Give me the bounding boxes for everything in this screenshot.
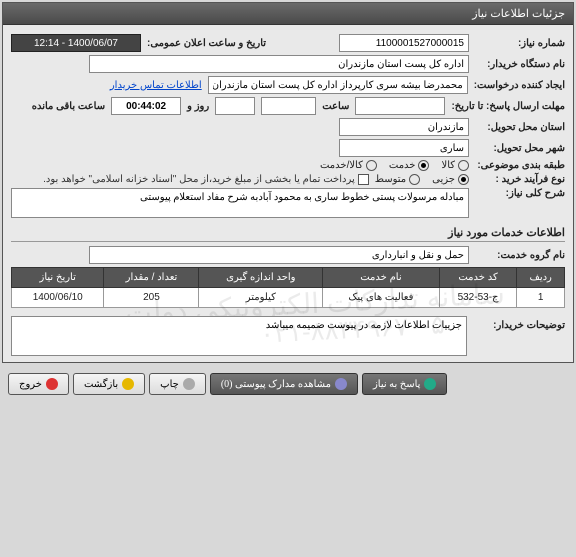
td-code: ج-53-532 (439, 288, 517, 308)
attachment-icon (335, 378, 347, 390)
subject-both-label: کالا/خدمت (320, 160, 363, 171)
th-qty: تعداد / مقدار (104, 268, 199, 288)
day-label: روز و (187, 101, 209, 112)
group-name-field (89, 246, 469, 264)
buyer-notes-label: توضیحات خریدار: (475, 316, 565, 331)
radio-icon (366, 160, 377, 171)
exit-button[interactable]: خروج (8, 373, 69, 395)
row-city: شهر محل تحویل: (11, 139, 565, 157)
row-deadline: مهلت ارسال پاسخ: تا تاریخ: ساعت روز و سا… (11, 97, 565, 115)
subject-kala-option[interactable]: کالا (441, 160, 469, 171)
creator-field (208, 76, 468, 94)
city-label: شهر محل تحویل: (475, 143, 565, 154)
row-subject-type: طبقه بندی موضوعی: کالا خدمت کالا/خدمت (11, 160, 565, 171)
td-unit: کیلومتر (199, 288, 323, 308)
deadline-date-field (355, 97, 445, 115)
th-name: نام خدمت (323, 268, 440, 288)
services-title: اطلاعات خدمات مورد نیاز (11, 226, 565, 242)
checkbox-icon (358, 174, 369, 185)
buy-type-mid-option[interactable]: متوسط (375, 174, 420, 185)
deadline-time-field (261, 97, 316, 115)
radio-icon (418, 160, 429, 171)
td-qty: 205 (104, 288, 199, 308)
deadline-label: مهلت ارسال پاسخ: تا تاریخ: (451, 101, 565, 112)
creator-label: ایجاد کننده درخواست: (474, 80, 565, 91)
overall-desc-field[interactable]: مبادله مرسولات پستی خطوط ساری به محمود آ… (11, 188, 469, 218)
city-field (339, 139, 469, 157)
main-panel: جزئیات اطلاعات نیاز شماره نیاز: تاریخ و … (2, 2, 574, 363)
buy-type-label: نوع فرآیند خرید : (475, 174, 565, 185)
row-buyer-org: نام دستگاه خریدار: (11, 55, 565, 73)
table-container: سامانه تدارکات الکترونیکی دولت ردیف کد خ… (11, 267, 565, 308)
need-no-field (339, 34, 469, 52)
overall-label: شرح کلی نیاز: (475, 188, 565, 199)
back-label: بازگشت (84, 379, 118, 390)
arrow-icon (424, 378, 436, 390)
th-index: ردیف (517, 268, 565, 288)
td-index: 1 (517, 288, 565, 308)
attachments-label: مشاهده مدارک پیوستی (0) (221, 379, 331, 390)
pub-date-field (11, 34, 141, 52)
remain-time-field (111, 97, 181, 115)
panel-header: جزئیات اطلاعات نیاز (3, 3, 573, 25)
subject-khadamat-option[interactable]: خدمت (389, 160, 430, 171)
table-row[interactable]: 1 ج-53-532 فعالیت های پیک کیلومتر 205 14… (12, 288, 565, 308)
buy-type-group: جزیی متوسط (375, 174, 469, 185)
subject-both-option[interactable]: کالا/خدمت (320, 160, 377, 171)
row-province: استان محل تحویل: (11, 118, 565, 136)
subject-type-group: کالا خدمت کالا/خدمت (320, 160, 469, 171)
days-left-field (215, 97, 255, 115)
buyer-org-label: نام دستگاه خریدار: (475, 59, 565, 70)
subject-kala-label: کالا (441, 160, 455, 171)
remain-label: ساعت باقی مانده (32, 101, 105, 112)
row-overall: شرح کلی نیاز: مبادله مرسولات پستی خطوط س… (11, 188, 565, 218)
print-button[interactable]: چاپ (149, 373, 206, 395)
contact-link[interactable]: اطلاعات تماس خریدار (110, 80, 202, 91)
table-header-row: ردیف کد خدمت نام خدمت واحد اندازه گیری ت… (12, 268, 565, 288)
group-label: نام گروه خدمت: (475, 250, 565, 261)
attachments-button[interactable]: مشاهده مدارک پیوستی (0) (210, 373, 358, 395)
row-group: نام گروه خدمت: (11, 246, 565, 264)
td-name: فعالیت های پیک (323, 288, 440, 308)
row-buy-type: نوع فرآیند خرید : جزیی متوسط پرداخت تمام… (11, 174, 565, 185)
province-field (339, 118, 469, 136)
buy-type-mid-label: متوسط (375, 174, 406, 185)
subject-type-label: طبقه بندی موضوعی: (475, 160, 565, 171)
province-label: استان محل تحویل: (475, 122, 565, 133)
panel-body: شماره نیاز: تاریخ و ساعت اعلان عمومی: نا… (3, 25, 573, 362)
buyer-org-field (89, 55, 469, 73)
back-icon (122, 378, 134, 390)
row-need-no: شماره نیاز: تاریخ و ساعت اعلان عمومی: (11, 34, 565, 52)
exit-icon (46, 378, 58, 390)
buy-type-partial-label: جزیی (432, 174, 455, 185)
subject-khadamat-label: خدمت (389, 160, 416, 171)
radio-icon (458, 160, 469, 171)
buy-note: پرداخت تمام یا بخشی از مبلغ خرید،از محل … (43, 174, 355, 185)
button-bar: پاسخ به نیاز مشاهده مدارک پیوستی (0) چاپ… (0, 365, 576, 403)
print-label: چاپ (160, 379, 179, 390)
td-date: 1400/06/10 (12, 288, 104, 308)
need-no-label: شماره نیاز: (475, 38, 565, 49)
th-unit: واحد اندازه گیری (199, 268, 323, 288)
row-creator: ایجاد کننده درخواست: اطلاعات تماس خریدار (11, 76, 565, 94)
print-icon (183, 378, 195, 390)
radio-icon (409, 174, 420, 185)
buyer-notes-field[interactable]: جزییات اطلاعات لازمه در پیوست ضمیمه میبا… (11, 316, 467, 356)
respond-button[interactable]: پاسخ به نیاز (362, 373, 448, 395)
time-label-1: ساعت (322, 101, 349, 112)
row-buyer-notes: ۰۲۱-۸۸۳۴۹۶۷۰-۵ توضیحات خریدار: جزییات اط… (11, 316, 565, 356)
radio-icon (458, 174, 469, 185)
panel-title: جزئیات اطلاعات نیاز (472, 8, 565, 20)
respond-label: پاسخ به نیاز (373, 379, 421, 390)
buy-type-partial-option[interactable]: جزیی (432, 174, 469, 185)
exit-label: خروج (19, 379, 42, 390)
pub-date-label: تاریخ و ساعت اعلان عمومی: (147, 38, 266, 49)
treasury-checkbox[interactable]: پرداخت تمام یا بخشی از مبلغ خرید،از محل … (43, 174, 369, 185)
back-button[interactable]: بازگشت (73, 373, 145, 395)
th-date: تاریخ نیاز (12, 268, 104, 288)
th-code: کد خدمت (439, 268, 517, 288)
services-table: ردیف کد خدمت نام خدمت واحد اندازه گیری ت… (11, 267, 565, 308)
